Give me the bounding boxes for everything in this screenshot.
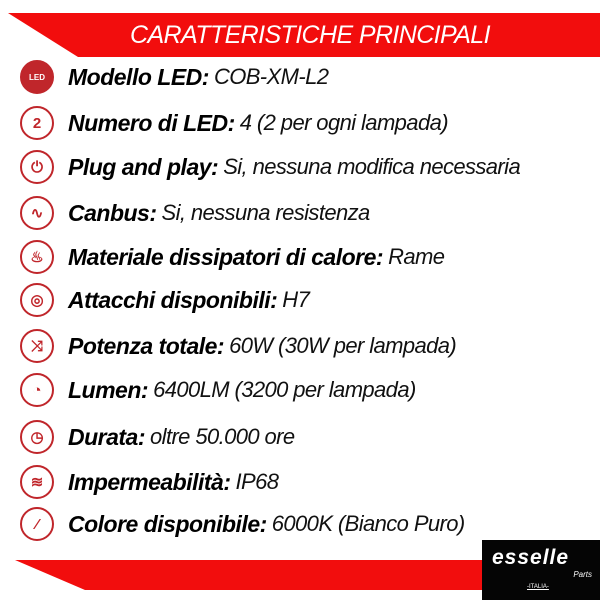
spec-label: Modello LED:: [68, 63, 209, 90]
spec-row: ⤨ Potenza totale: 60W (30W per lampada): [20, 326, 457, 366]
plug-icon: ⏻: [20, 150, 54, 184]
spec-label: Plug and play:: [68, 153, 219, 180]
led-icon: LED: [20, 60, 54, 94]
number-two-icon: 2: [20, 106, 54, 140]
spec-row: ≋ Impermeabilità: IP68: [20, 462, 279, 502]
spec-value: IP68: [235, 469, 279, 494]
spec-label: Numero di LED:: [68, 109, 235, 136]
spec-label: Durata:: [68, 423, 146, 450]
spec-value: COB-XM-L2: [213, 64, 329, 89]
brand-logo: esselle Parts -ITALIA-: [482, 540, 600, 600]
header-banner: [8, 13, 600, 57]
spec-value: Rame: [388, 244, 445, 269]
brush-icon: ⁄: [20, 507, 54, 541]
spec-label: Materiale dissipatori di calore:: [68, 243, 384, 270]
page-title: CARATTERISTICHE PRINCIPALI: [130, 21, 491, 49]
spec-row: ♨ Materiale dissipatori di calore: Rame: [20, 237, 445, 277]
logo-brand: esselle: [492, 546, 570, 569]
spec-value: 4 (2 per ogni lampada): [239, 110, 449, 135]
logo-sub: Parts: [573, 570, 592, 579]
spec-row: ⁄ Colore disponibile: 6000K (Bianco Puro): [20, 504, 465, 544]
spec-row: ◎ Attacchi disponibili: H7: [20, 280, 310, 320]
spec-label: Colore disponibile:: [68, 510, 267, 537]
spec-row: ⏻ Plug and play: Si, nessuna modifica nece…: [20, 147, 521, 187]
spec-row: 2 Numero di LED: 4 (2 per ogni lampada): [20, 103, 449, 143]
spec-row: ◷ Durata: oltre 50.000 ore: [20, 417, 295, 457]
spec-row: ∿ Canbus: Si, nessuna resistenza: [20, 193, 370, 233]
spec-label: Attacchi disponibili:: [68, 286, 278, 313]
shuffle-icon: ⤨: [20, 329, 54, 363]
spec-value: H7: [282, 287, 310, 312]
water-icon: ≋: [20, 465, 54, 499]
wave-resistor-icon: ∿: [20, 196, 54, 230]
logo-country: -ITALIA-: [527, 584, 549, 590]
spec-value: oltre 50.000 ore: [150, 424, 295, 449]
spec-row: ◔ Lumen: 6400LM (3200 per lampada): [20, 370, 416, 410]
spec-label: Lumen:: [68, 376, 149, 403]
spec-value: 60W (30W per lampada): [229, 333, 457, 358]
spec-value: 6000K (Bianco Puro): [271, 511, 465, 536]
spec-label: Impermeabilità:: [68, 468, 231, 495]
spec-label: Potenza totale:: [68, 332, 225, 359]
gauge-icon: ◔: [20, 373, 54, 407]
heat-sink-icon: ♨: [20, 240, 54, 274]
spec-label: Canbus:: [68, 199, 157, 226]
clock-icon: ◷: [20, 420, 54, 454]
spec-value: 6400LM (3200 per lampada): [153, 377, 416, 402]
spec-row: LED Modello LED: COB-XM-L2: [20, 57, 329, 97]
spec-value: Si, nessuna modifica necessaria: [223, 154, 521, 179]
socket-icon: ◎: [20, 283, 54, 317]
footer-bar: [15, 560, 482, 590]
spec-value: Si, nessuna resistenza: [161, 200, 371, 225]
